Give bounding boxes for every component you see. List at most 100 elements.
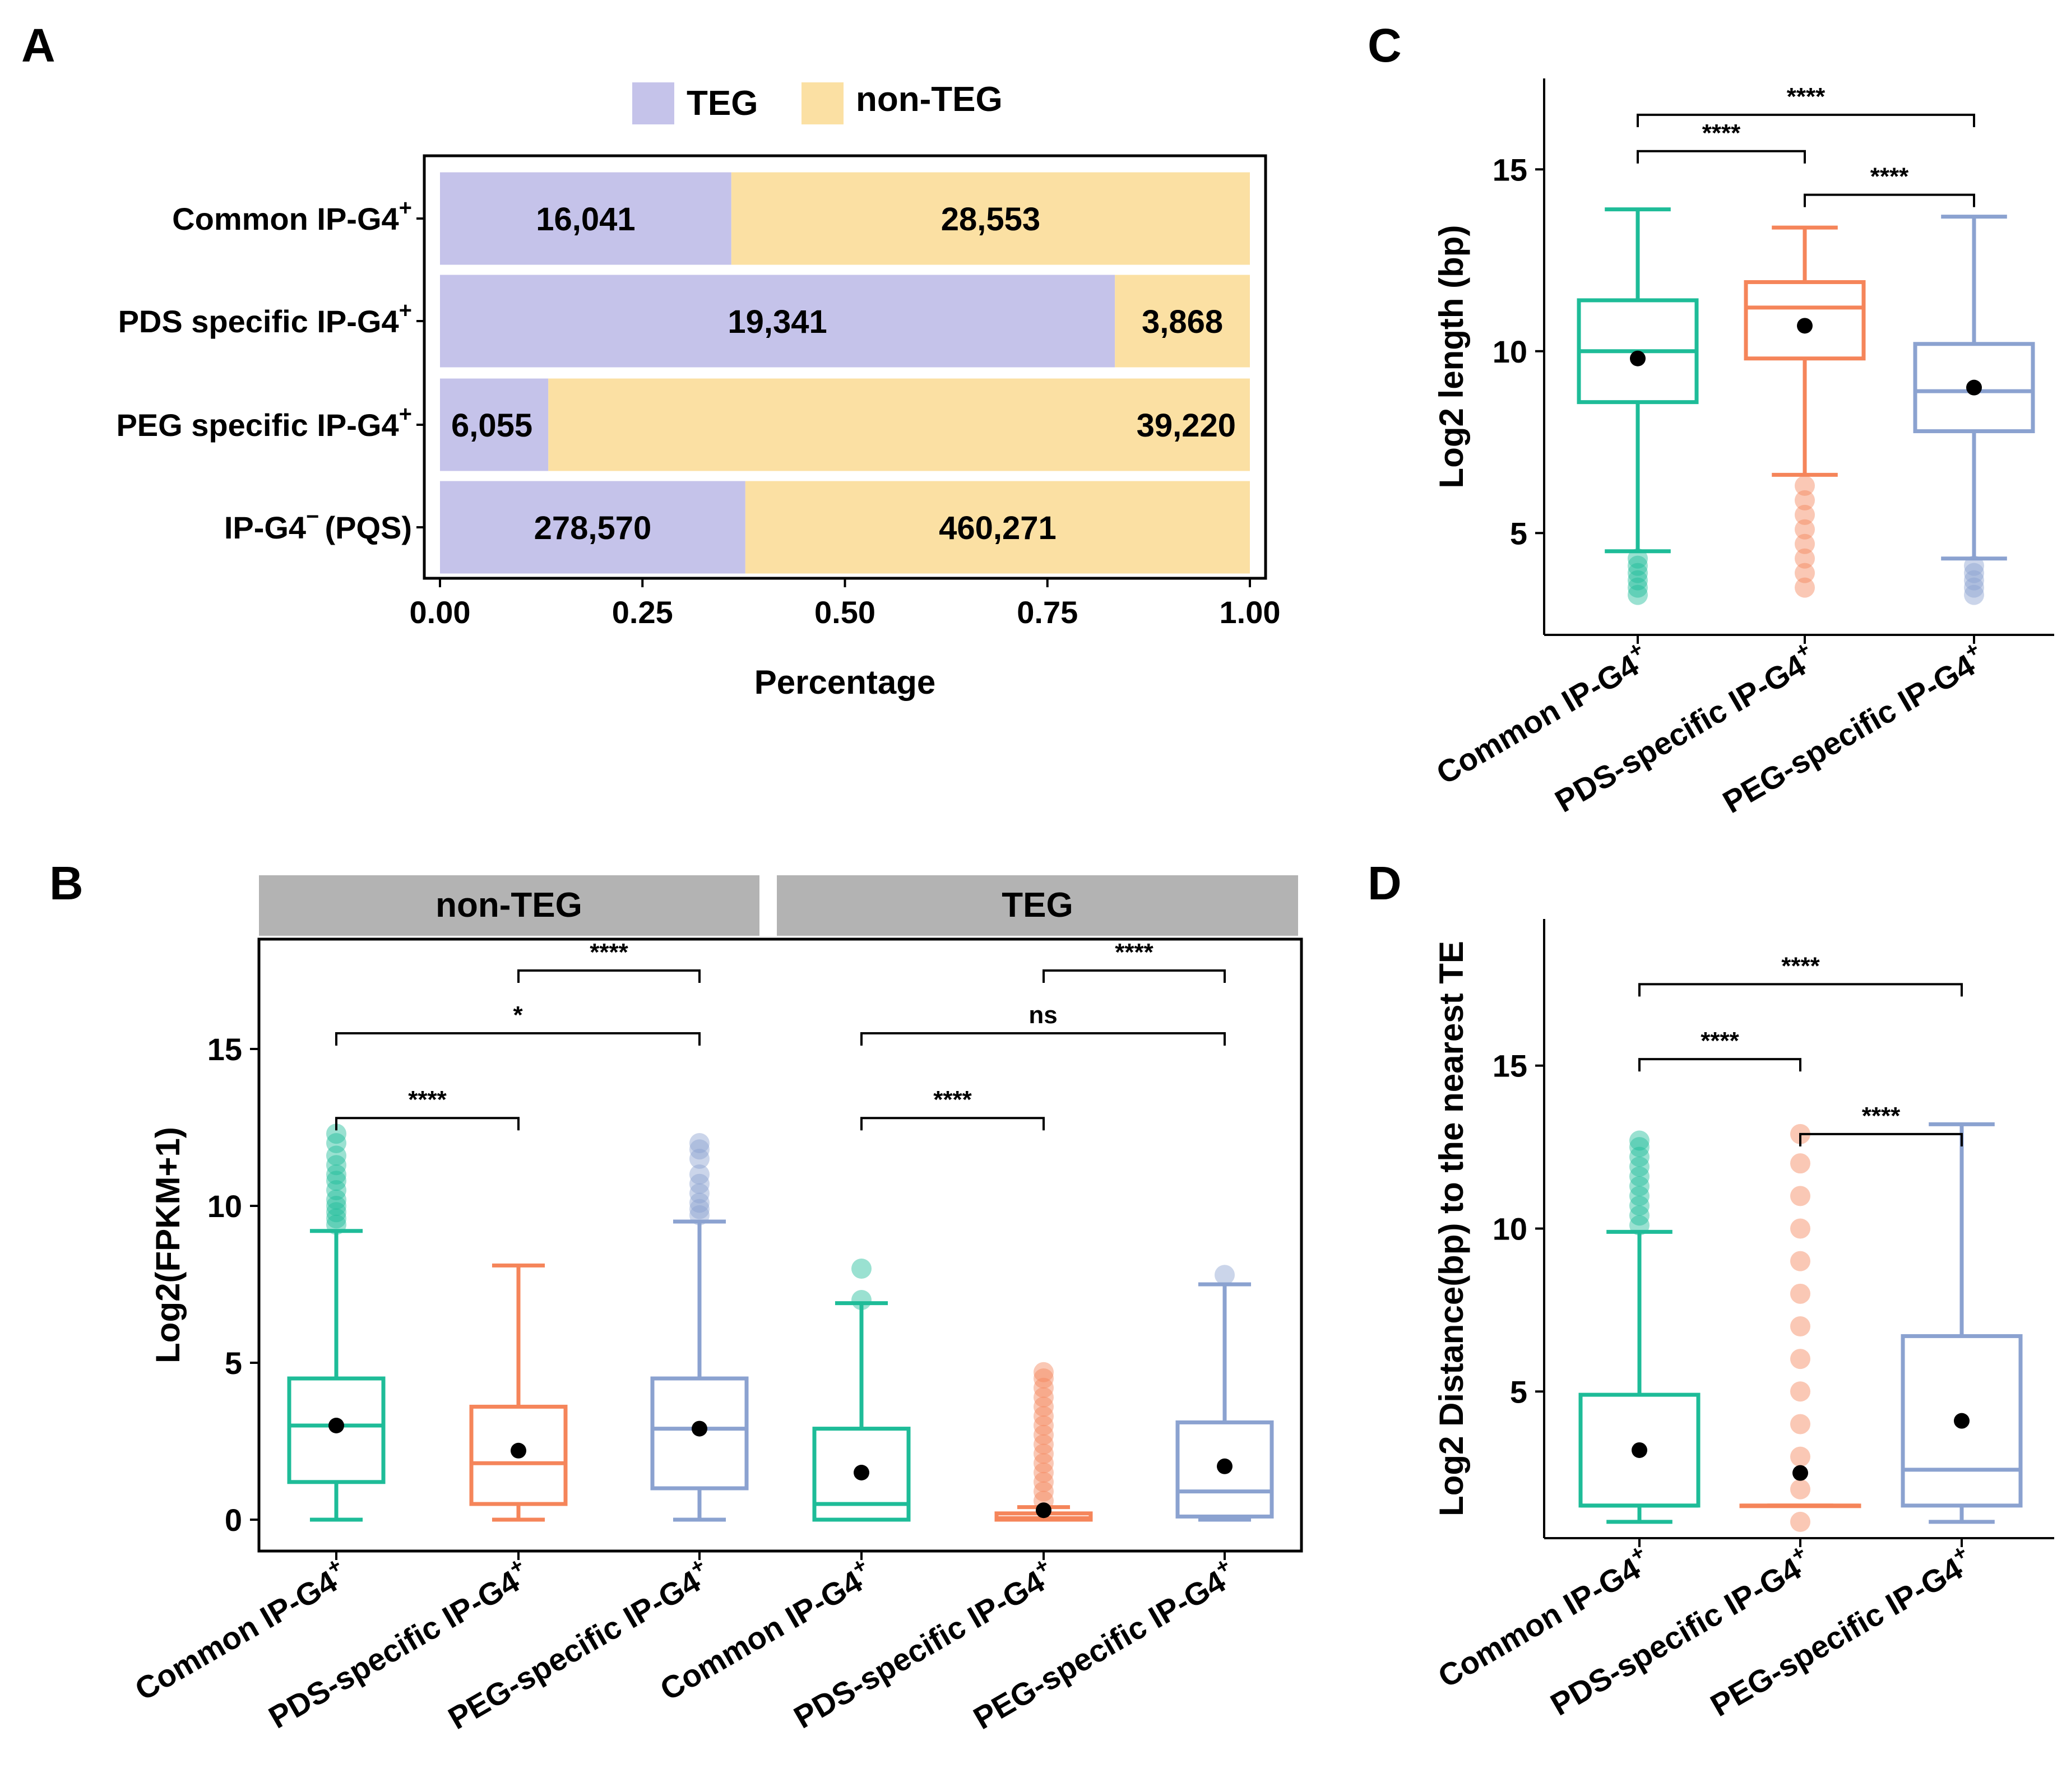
box-1-mean (1792, 1465, 1808, 1481)
bar-label-non-teg-0: 28,553 (941, 201, 1040, 238)
facet-0-comparison-0-label: * (513, 1001, 523, 1029)
box-2-mean (1954, 1413, 1970, 1429)
box-0-outlier-5 (1628, 548, 1648, 569)
facet-0-comparison-2-bracket (335, 1117, 520, 1131)
box-0-outlier-1 (1629, 1205, 1650, 1226)
facet-0-box-2-outlier-1 (689, 1199, 710, 1219)
facet-0-box-0-outlier-2 (326, 1202, 346, 1223)
row-label-text: PEG specific IP-G4 (116, 407, 399, 443)
bar-label-non-teg-1: 3,868 (1142, 304, 1223, 340)
box-1-mean (1797, 318, 1813, 334)
box-1-outlier-3 (1795, 533, 1815, 554)
box-1-outlier-7 (1795, 475, 1815, 496)
row-label-text: Common IP-G4 (172, 201, 399, 236)
box-1-outlier-7 (1790, 1283, 1810, 1304)
facet-0-box-2-outlier-4 (689, 1173, 710, 1194)
panel-c-y-tick-label-2: 15 (1493, 152, 1527, 187)
comparison-2-label: **** (1862, 1102, 1901, 1130)
strip-non-teg (259, 875, 759, 936)
facet-0-box-2-outlier-2 (689, 1192, 710, 1213)
facet-1-box-0-outlier-1 (851, 1259, 872, 1279)
comparison-1-bracket (1638, 1058, 1801, 1072)
facet-0-box-2-outlier-6 (689, 1149, 710, 1169)
panel-letter-a: A (21, 19, 55, 72)
facet-0-box-2-outlier-0 (689, 1205, 710, 1225)
box-0-outlier-1 (1628, 577, 1648, 598)
facet-1-box-2-outlier-0 (1215, 1265, 1235, 1285)
row-label-text: PDS specific IP-G4 (118, 304, 399, 339)
facet-0-comparison-1-bracket (517, 969, 701, 983)
panel-letter-c: C (1368, 19, 1402, 72)
facet-0-box-0-outlier-8 (326, 1155, 346, 1176)
facet-0-comparison-0-bracket (335, 1032, 701, 1046)
facet-0-box-1-mean (511, 1442, 526, 1459)
facet-0-box-1-box (469, 1404, 568, 1506)
box-0-outlier-2 (1628, 570, 1648, 591)
x-tick-label-1: 0.25 (612, 595, 673, 630)
facet-0-box-0-outlier-4 (326, 1189, 346, 1210)
facet-1-box-1-outlier-8 (1034, 1415, 1054, 1436)
box-0-outlier-0 (1629, 1215, 1650, 1236)
bar-non-teg-3 (745, 481, 1250, 574)
panel-c-y-tick-label-0: 5 (1510, 516, 1527, 551)
bar-non-teg-0 (731, 172, 1250, 265)
facet-1-comparison-1-bracket (1043, 969, 1226, 983)
bar-teg-0 (440, 172, 731, 265)
box-0-outlier-3 (1629, 1186, 1650, 1206)
panel-letter-d: D (1368, 857, 1402, 909)
facet-0-box-0-mean (328, 1418, 344, 1433)
box-0-outlier-4 (1628, 555, 1648, 576)
facet-1-comparison-0-bracket (860, 1032, 1226, 1046)
strip-label-non-teg: non-TEG (435, 886, 582, 925)
row-label-superscript: + (399, 196, 412, 220)
row-label-superscript: + (399, 298, 412, 323)
facet-1-box-1-outlier-2 (1034, 1471, 1054, 1492)
facet-1-box-1-outlier-11 (1034, 1387, 1054, 1408)
box-1-box (1744, 280, 1866, 361)
comparison-2-label: **** (1870, 163, 1909, 191)
legend-swatch-non-teg (801, 82, 844, 124)
legend: TEG non-TEG (632, 80, 1003, 124)
box-1-outlier-9 (1790, 1218, 1810, 1239)
facet-1-box-2-box (1175, 1420, 1274, 1519)
facet-1-box-1-outlier-12 (1034, 1377, 1054, 1398)
box-1-outlier-6 (1790, 1316, 1810, 1336)
y-axis-title: Log2 Distance(bp) to the nearest TE (1433, 941, 1470, 1516)
row-label-suffix: (PQS) (325, 510, 412, 545)
comparison-2-bracket (1799, 1132, 1963, 1146)
strip-teg (777, 875, 1298, 936)
box-2-outlier-2 (1964, 570, 1984, 591)
box-1-outlier-10 (1790, 1186, 1810, 1206)
y-axis-title: Log2 length (bp) (1433, 225, 1470, 489)
facet-1-box-1-outlier-3 (1034, 1463, 1054, 1483)
bar-teg-3 (440, 481, 745, 574)
panel-b-y-tick-label-1: 5 (225, 1345, 242, 1381)
panel-d-x-label-1: PDS-specific IP-G4+ (1542, 1540, 1818, 1723)
box-1-outlier-4 (1795, 519, 1815, 540)
bar-teg-2 (440, 378, 549, 471)
comparison-1-label: **** (1702, 119, 1741, 147)
bar-non-teg-2 (548, 378, 1250, 471)
box-1-outlier-6 (1795, 490, 1815, 510)
panel-d-y-tick-label-1: 10 (1493, 1211, 1527, 1247)
facet-1-comparison-2-bracket (860, 1117, 1045, 1131)
facet-0-box-2-outlier-8 (689, 1133, 710, 1153)
panel-d-y-tick-label-0: 5 (1510, 1374, 1527, 1409)
box-1-outlier-8 (1790, 1251, 1810, 1271)
box-1-outlier-0 (1790, 1511, 1810, 1532)
row-label-2: PEG specific IP-G4+ (116, 402, 412, 443)
facet-0-box-2-mean (692, 1420, 707, 1437)
facet-0-box-0-outlier-5 (326, 1180, 346, 1200)
box-2-mean (1966, 379, 1982, 396)
x-tick-label-0: 0.00 (410, 595, 471, 630)
facet-1-comparison-2-label: **** (933, 1086, 972, 1113)
panel-b-y-tick-label-2: 10 (207, 1189, 242, 1224)
box-1-outlier-2 (1795, 548, 1815, 569)
box-2-outlier-4 (1964, 555, 1984, 576)
panel-c-y-tick-label-1: 10 (1493, 334, 1527, 369)
facet-0-box-0-outlier-6 (326, 1171, 346, 1191)
facet-0-box-2-outlier-5 (689, 1164, 710, 1185)
